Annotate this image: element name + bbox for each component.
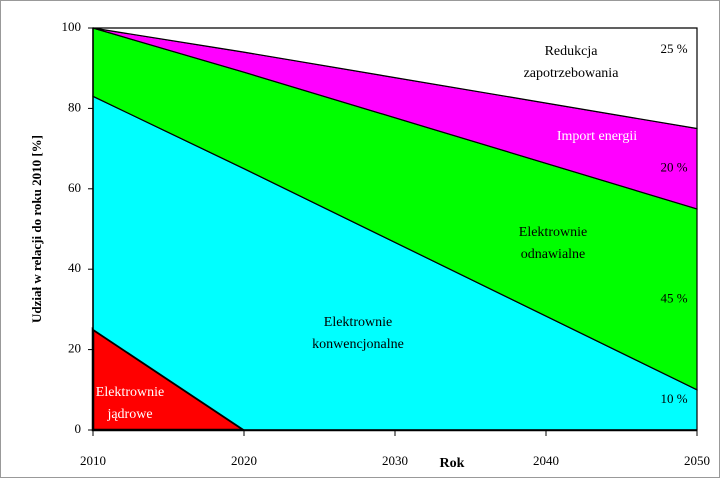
y-axis-label: Udział w relacji do roku 2010 [%] [29, 135, 44, 323]
value-label: 45 % [660, 290, 687, 305]
series-label: Import energii [556, 129, 638, 144]
series-label: Elektrownie jądrowe [95, 385, 165, 422]
x-tick-label: 2020 [231, 453, 257, 468]
areas [91, 27, 698, 432]
series-label: Elektrownie konwencjonalne [312, 315, 404, 352]
y-tick-label: 40 [68, 260, 81, 275]
area [92, 27, 698, 130]
x-tick-label: 2050 [684, 453, 710, 468]
series-label: Elektrownie odnawialne [518, 225, 588, 262]
series-label: Redukcja zapotrzebowania [523, 44, 619, 81]
value-label: 20 % [660, 160, 687, 175]
y-tick-label: 0 [75, 421, 82, 436]
x-tick-label: 2030 [382, 453, 408, 468]
value-label: 10 % [660, 391, 687, 406]
x-axis-label: Rok [440, 456, 465, 471]
y-tick-label: 80 [68, 99, 81, 114]
y-tick-label: 20 [68, 341, 81, 356]
value-label: 25 % [660, 41, 687, 56]
y-tick-label: 100 [62, 19, 82, 34]
x-tick-label: 2010 [80, 453, 106, 468]
y-tick-label: 60 [68, 180, 81, 195]
x-tick-label: 2040 [533, 453, 559, 468]
